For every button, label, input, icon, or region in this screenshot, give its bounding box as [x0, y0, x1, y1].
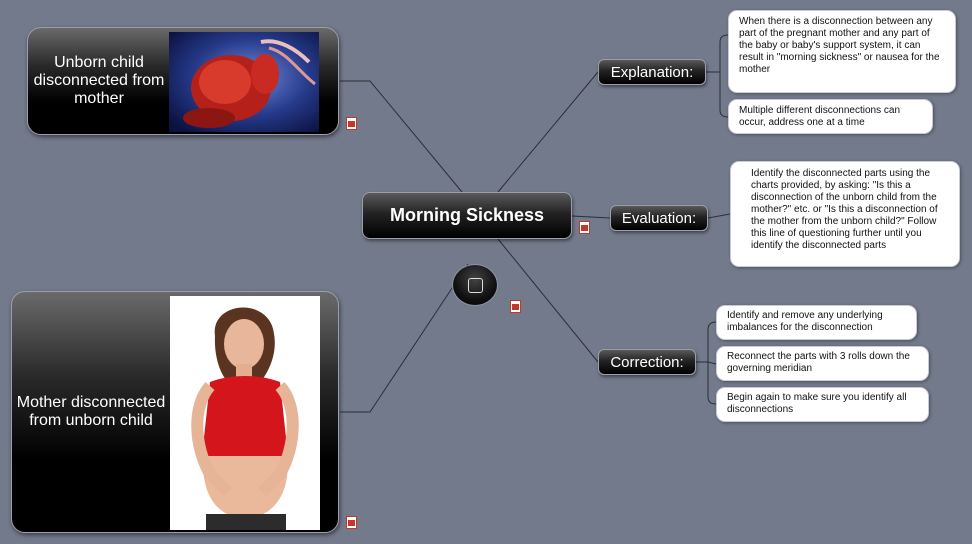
correction-note-3[interactable]: Begin again to make sure you identify al… — [716, 387, 929, 422]
central-topic-title: Morning Sickness — [389, 205, 545, 225]
evaluation-note-1-text: Identify the disconnected parts using th… — [751, 168, 938, 251]
correction-note-2[interactable]: Reconnect the parts with 3 rolls down th… — [716, 346, 929, 381]
evaluation-label: Evaluation: — [621, 209, 697, 227]
correction-note-1-text: Identify and remove any underlying imbal… — [727, 310, 883, 333]
correction-label: Correction: — [610, 353, 684, 371]
correction-note-2-text: Reconnect the parts with 3 rolls down th… — [727, 351, 910, 374]
correction-note-1[interactable]: Identify and remove any underlying imbal… — [716, 305, 917, 340]
explanation-topic[interactable]: Explanation: — [598, 59, 706, 85]
central-topic[interactable]: Morning Sickness — [362, 192, 572, 239]
evaluation-note-1[interactable]: Identify the disconnected parts using th… — [730, 161, 960, 267]
mother-card[interactable]: Mother disconnected from unborn child — [11, 291, 339, 533]
memo-icon[interactable] — [346, 516, 357, 529]
memo-icon[interactable] — [579, 221, 590, 234]
explanation-note-2-text: Multiple different disconnections can oc… — [739, 105, 901, 128]
explanation-label: Explanation: — [610, 63, 694, 81]
mother-label: Mother disconnected from unborn child — [16, 394, 166, 429]
correction-note-3-text: Begin again to make sure you identify al… — [727, 392, 907, 415]
explanation-note-1[interactable]: When there is a disconnection between an… — [728, 10, 956, 93]
unborn-child-label: Unborn child disconnected from mother — [33, 54, 165, 107]
pregnant-woman-image — [170, 296, 320, 530]
memo-icon[interactable] — [510, 300, 521, 313]
square-icon — [467, 277, 483, 293]
hub-button[interactable] — [452, 264, 498, 306]
explanation-note-2[interactable]: Multiple different disconnections can oc… — [728, 99, 933, 134]
unborn-child-card[interactable]: Unborn child disconnected from mother — [27, 27, 339, 135]
correction-topic[interactable]: Correction: — [598, 349, 696, 375]
explanation-note-1-text: When there is a disconnection between an… — [739, 16, 940, 75]
evaluation-topic[interactable]: Evaluation: — [610, 205, 708, 231]
fetus-image — [169, 32, 319, 132]
memo-icon[interactable] — [346, 117, 357, 130]
